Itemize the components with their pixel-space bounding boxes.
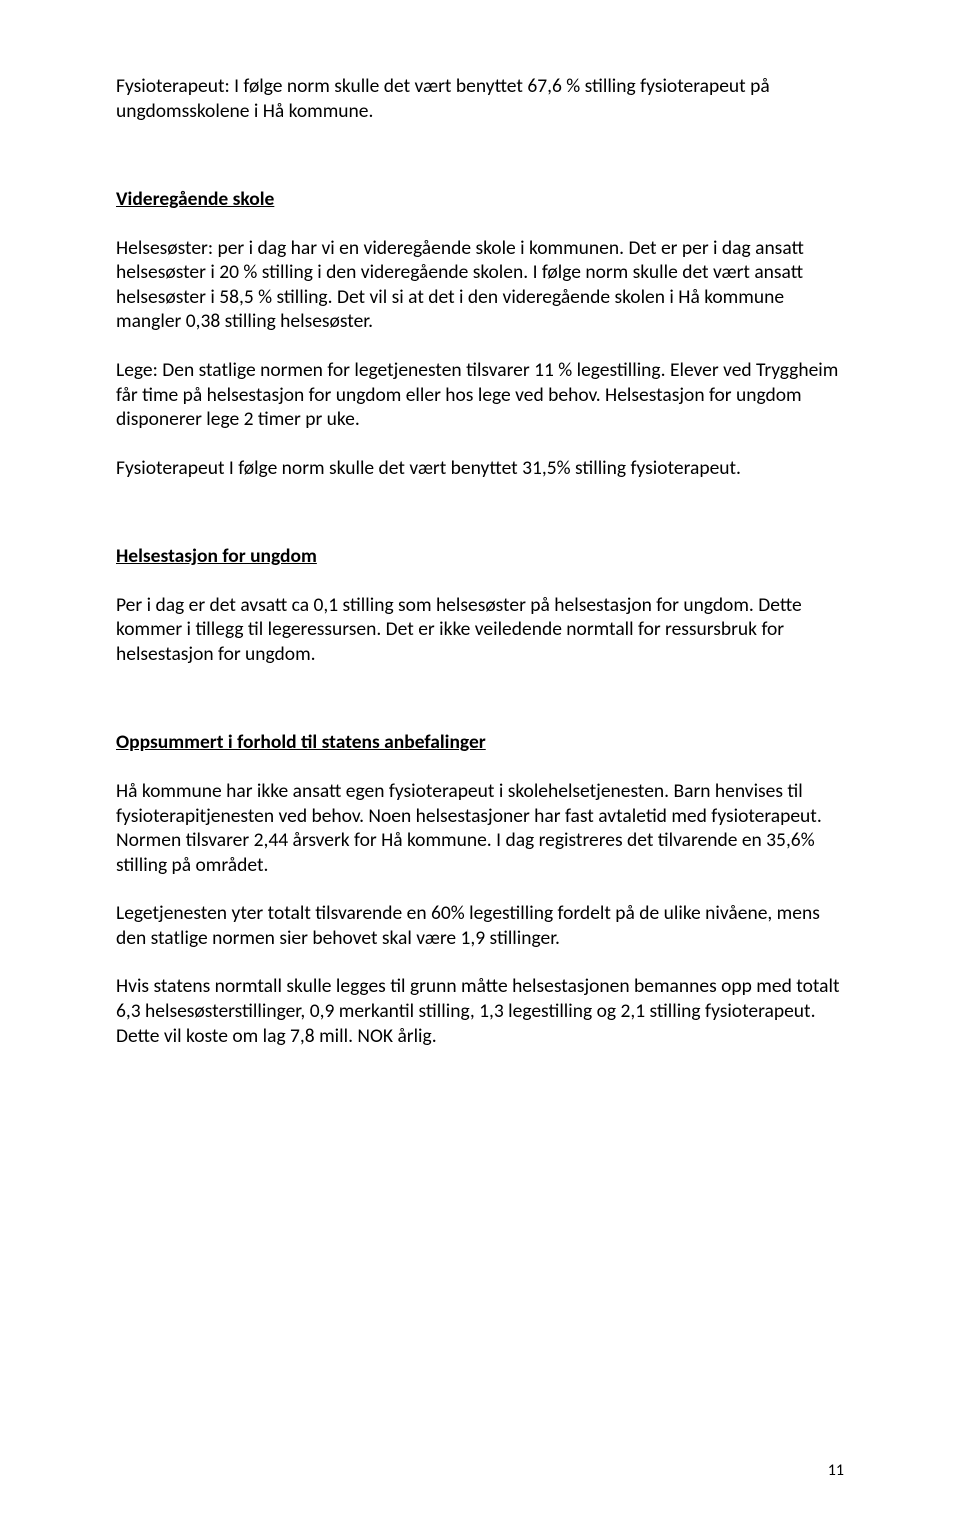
section-heading-videregaende: Videregående skole	[116, 187, 844, 212]
body-paragraph: Fysioterapeut I følge norm skulle det væ…	[116, 456, 844, 481]
body-paragraph: Fysioterapeut: I følge norm skulle det v…	[116, 74, 844, 123]
body-paragraph: Hvis statens normtall skulle legges til …	[116, 974, 844, 1048]
section-gap	[116, 504, 844, 544]
body-paragraph: Legetjenesten yter totalt tilsvarende en…	[116, 901, 844, 950]
section-heading-helsestasjon: Helsestasjon for ungdom	[116, 544, 844, 569]
section-heading-oppsummert: Oppsummert i forhold til statens anbefal…	[116, 730, 844, 755]
page-number: 11	[828, 1461, 844, 1481]
body-paragraph: Lege: Den statlige normen for legetjenes…	[116, 358, 844, 432]
body-paragraph: Helsesøster: per i dag har vi en videreg…	[116, 236, 844, 334]
section-gap	[116, 690, 844, 730]
body-paragraph: Hå kommune har ikke ansatt egen fysioter…	[116, 779, 844, 877]
section-gap	[116, 147, 844, 187]
document-page: Fysioterapeut: I følge norm skulle det v…	[0, 0, 960, 1525]
body-paragraph: Per i dag er det avsatt ca 0,1 stilling …	[116, 593, 844, 667]
